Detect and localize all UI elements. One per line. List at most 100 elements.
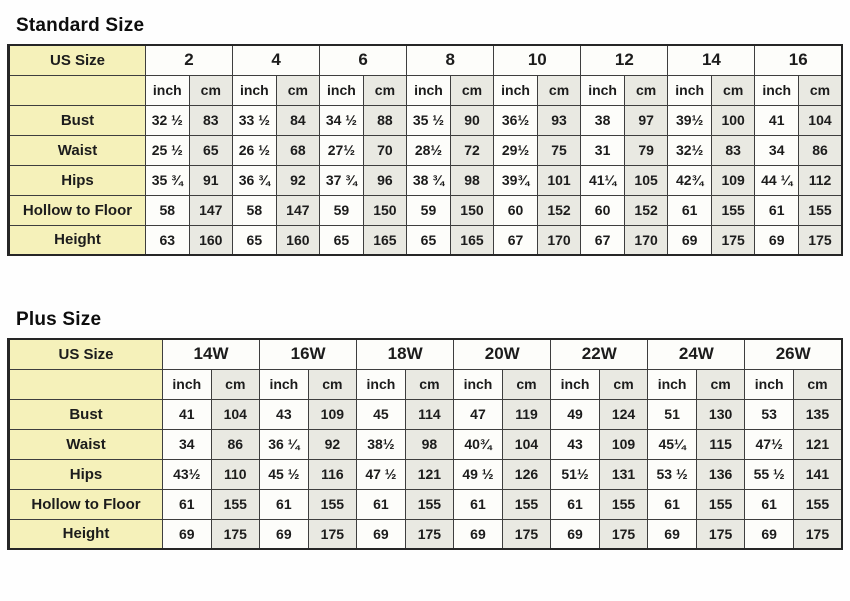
cm-value-cell: 97 — [623, 104, 669, 136]
inch-unit-header: inch — [356, 368, 406, 400]
cm-value-cell: 75 — [536, 134, 582, 166]
size-column-header: 26W — [744, 338, 843, 370]
unit-header-spacer-cell — [8, 368, 163, 400]
cm-value-cell: 119 — [501, 398, 552, 430]
inch-value-cell: 43 — [550, 428, 600, 460]
cm-value-cell: 104 — [501, 428, 552, 460]
cm-value-cell: 114 — [404, 398, 455, 430]
cm-unit-header: cm — [623, 74, 669, 106]
cm-value-cell: 130 — [695, 398, 746, 430]
cm-unit-header: cm — [710, 74, 756, 106]
standard-size-title: Standard Size — [16, 15, 145, 36]
standard-size-table: US Size 2 4 6 8 10 12 14 16 inch cm inch cm inch cm inc… — [7, 44, 843, 256]
cm-value-cell: 109 — [710, 164, 756, 196]
size-column-header: 14W — [161, 338, 261, 370]
cm-value-cell: 160 — [275, 224, 321, 256]
inch-value-cell: 53 ½ — [647, 458, 697, 490]
cm-value-cell: 155 — [695, 488, 746, 520]
inch-value-cell: 63 — [145, 224, 190, 256]
standard-size-section: Standard Size US Size 2 4 6 8 10 12 14 16 inch cm i… — [0, 15, 850, 256]
inch-value-cell: 38 — [580, 104, 625, 136]
inch-value-cell: 61 — [162, 488, 212, 520]
inch-value-cell: 51 — [647, 398, 697, 430]
unit-header-row: inch cm inch cm inch cm inch cm inch cm inch cm inch… — [8, 368, 843, 400]
inch-value-cell: 49 ½ — [453, 458, 503, 490]
inch-value-cell: 32 ½ — [145, 104, 190, 136]
cm-value-cell: 150 — [362, 194, 408, 226]
cm-value-cell: 109 — [598, 428, 649, 460]
inch-value-cell: 39½ — [667, 104, 712, 136]
size-column-header: 20W — [453, 338, 552, 370]
cm-value-cell: 150 — [449, 194, 495, 226]
size-column-header: 2 — [144, 44, 234, 76]
inch-value-cell: 69 — [550, 518, 600, 550]
cm-value-cell: 84 — [275, 104, 321, 136]
inch-value-cell: 55 ½ — [744, 458, 794, 490]
inch-value-cell: 61 — [744, 488, 794, 520]
cm-value-cell: 165 — [449, 224, 495, 256]
inch-value-cell: 69 — [754, 224, 799, 256]
cm-value-cell: 83 — [710, 134, 756, 166]
cm-value-cell: 170 — [536, 224, 582, 256]
size-header-row: US Size 14W 16W 18W 20W 22W 24W 26W — [8, 338, 843, 370]
cm-value-cell: 65 — [188, 134, 234, 166]
inch-value-cell: 40¾ — [453, 428, 503, 460]
row-label-cell: Height — [8, 224, 146, 256]
cm-value-cell: 126 — [501, 458, 552, 490]
inch-unit-header: inch — [319, 74, 364, 106]
row-label-cell: Waist — [8, 428, 163, 460]
plus-size-table: US Size 14W 16W 18W 20W 22W 24W 26W inch cm inch cm… — [7, 338, 843, 550]
row-label-cell: Hips — [8, 164, 146, 196]
inch-unit-header: inch — [145, 74, 190, 106]
cm-unit-header: cm — [695, 368, 746, 400]
measurement-row: Bust 41 104 43 109 45 114 47 119 49 124 51 130 53 135 — [8, 398, 843, 430]
cm-unit-header: cm — [210, 368, 261, 400]
inch-value-cell: 34 ½ — [319, 104, 364, 136]
inch-value-cell: 28½ — [406, 134, 451, 166]
cm-value-cell: 104 — [210, 398, 261, 430]
cm-value-cell: 175 — [710, 224, 756, 256]
inch-value-cell: 51½ — [550, 458, 600, 490]
cm-value-cell: 88 — [362, 104, 408, 136]
cm-value-cell: 79 — [623, 134, 669, 166]
cm-value-cell: 93 — [536, 104, 582, 136]
cm-value-cell: 131 — [598, 458, 649, 490]
size-column-header: 10 — [493, 44, 582, 76]
unit-header-spacer-cell — [8, 74, 146, 106]
cm-value-cell: 98 — [449, 164, 495, 196]
size-column-header: 16 — [754, 44, 843, 76]
cm-value-cell: 155 — [792, 488, 843, 520]
cm-value-cell: 155 — [210, 488, 261, 520]
cm-value-cell: 104 — [797, 104, 843, 136]
inch-unit-header: inch — [453, 368, 503, 400]
cm-unit-header: cm — [275, 74, 321, 106]
size-column-header: 16W — [259, 338, 358, 370]
size-column-header: 24W — [647, 338, 746, 370]
cm-value-cell: 155 — [501, 488, 552, 520]
inch-value-cell: 29½ — [493, 134, 538, 166]
inch-value-cell: 45 — [356, 398, 406, 430]
cm-unit-header: cm — [362, 74, 408, 106]
cm-value-cell: 100 — [710, 104, 756, 136]
cm-value-cell: 121 — [792, 428, 843, 460]
inch-unit-header: inch — [259, 368, 309, 400]
inch-value-cell: 69 — [453, 518, 503, 550]
cm-value-cell: 116 — [307, 458, 358, 490]
cm-value-cell: 105 — [623, 164, 669, 196]
cm-value-cell: 160 — [188, 224, 234, 256]
inch-value-cell: 53 — [744, 398, 794, 430]
cm-value-cell: 152 — [623, 194, 669, 226]
inch-unit-header: inch — [162, 368, 212, 400]
inch-value-cell: 33 ½ — [232, 104, 277, 136]
cm-value-cell: 115 — [695, 428, 746, 460]
inch-value-cell: 41 — [754, 104, 799, 136]
measurement-row: Height 69 175 69 175 69 175 69 175 69 175 69 175 69 17… — [8, 518, 843, 550]
inch-value-cell: 37 ¾ — [319, 164, 364, 196]
inch-value-cell: 61 — [356, 488, 406, 520]
inch-value-cell: 61 — [667, 194, 712, 226]
cm-value-cell: 175 — [792, 518, 843, 550]
cm-value-cell: 110 — [210, 458, 261, 490]
cm-value-cell: 175 — [501, 518, 552, 550]
cm-value-cell: 135 — [792, 398, 843, 430]
inch-value-cell: 61 — [647, 488, 697, 520]
